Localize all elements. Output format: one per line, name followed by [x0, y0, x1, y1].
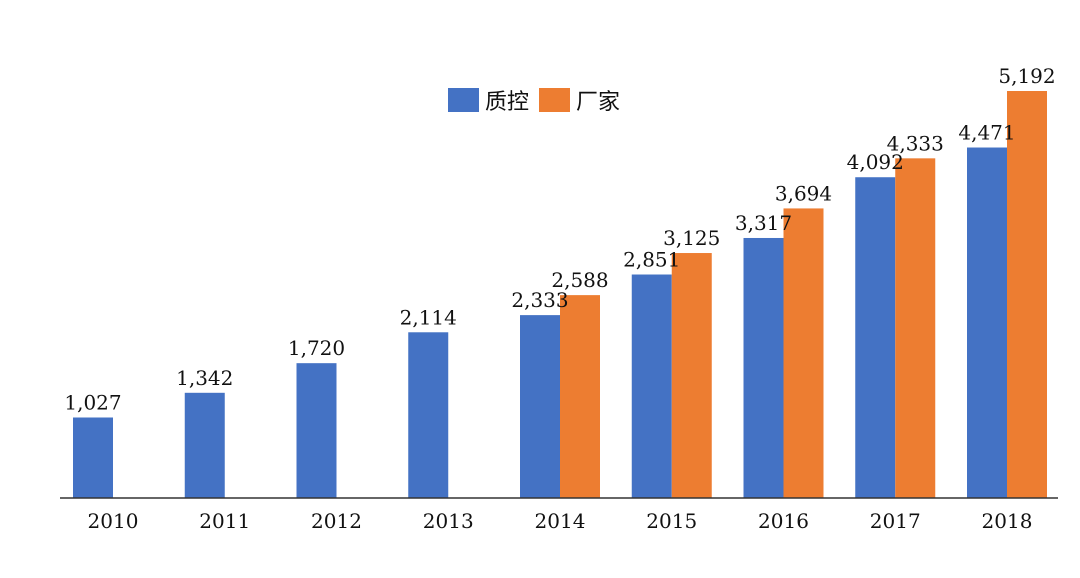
data-label-zhikong-2014: 2,333 [511, 288, 568, 312]
data-label-zhikong-2016: 3,317 [735, 211, 792, 235]
legend-label-changjia: 厂家 [576, 90, 621, 115]
data-label-zhikong-2013: 2,114 [400, 305, 457, 329]
bar-changjia-2015 [671, 253, 712, 498]
x-tick-label-2011: 2011 [199, 509, 250, 533]
legend-item-changjia: 厂家 [539, 84, 620, 116]
bar-zhikong-2011 [184, 392, 225, 498]
data-label-zhikong-2015: 2,851 [623, 248, 680, 272]
bar-zhikong-2010 [73, 417, 113, 498]
data-label-changjia-2014: 2,588 [551, 268, 608, 292]
bar-zhikong-2013 [408, 332, 449, 498]
x-tick-labels-group: 2010 2011 2012 2013 2014 2015 2016 2017 2018 [88, 509, 1033, 533]
data-label-changjia-2018: 5,192 [998, 64, 1055, 88]
legend-swatch-changjia [539, 88, 571, 112]
bar-changjia-2017 [895, 158, 936, 499]
x-tick-label-2016: 2016 [758, 509, 809, 533]
bar-zhikong-2012 [296, 363, 337, 498]
data-label-zhikong-2010: 1,027 [64, 390, 121, 414]
legend-swatch-zhikong [448, 88, 479, 112]
x-tick-label-2017: 2017 [870, 509, 921, 533]
chart-legend: 质控 厂家 [448, 84, 630, 116]
data-label-zhikong-2018: 4,471 [958, 121, 1015, 145]
legend-item-zhikong: 质控 [448, 84, 529, 116]
bar-changjia-2016 [783, 208, 824, 498]
bar-zhikong-2015 [631, 274, 672, 498]
x-tick-label-2010: 2010 [88, 509, 139, 533]
data-label-changjia-2015: 3,125 [663, 226, 720, 250]
bar-zhikong-2017 [855, 177, 896, 498]
legend-label-zhikong: 质控 [485, 90, 530, 115]
data-label-zhikong-2012: 1,720 [288, 336, 345, 360]
x-tick-label-2013: 2013 [423, 509, 474, 533]
bar-changjia-2018 [1007, 91, 1047, 498]
x-tick-label-2012: 2012 [311, 509, 362, 533]
x-tick-label-2015: 2015 [646, 509, 697, 533]
bar-zhikong-2016 [743, 237, 784, 498]
bar-zhikong-2018 [967, 147, 1007, 498]
bar-changjia-2014 [560, 295, 600, 498]
bar-zhikong-2014 [520, 315, 560, 498]
data-label-changjia-2016: 3,694 [775, 181, 832, 205]
data-label-changjia-2017: 4,333 [887, 131, 944, 155]
bars-group [73, 91, 1047, 499]
data-label-zhikong-2017: 4,092 [847, 150, 904, 174]
x-tick-label-2018: 2018 [982, 509, 1033, 533]
data-label-zhikong-2011: 1,342 [176, 366, 233, 390]
x-tick-label-2014: 2014 [535, 509, 586, 533]
